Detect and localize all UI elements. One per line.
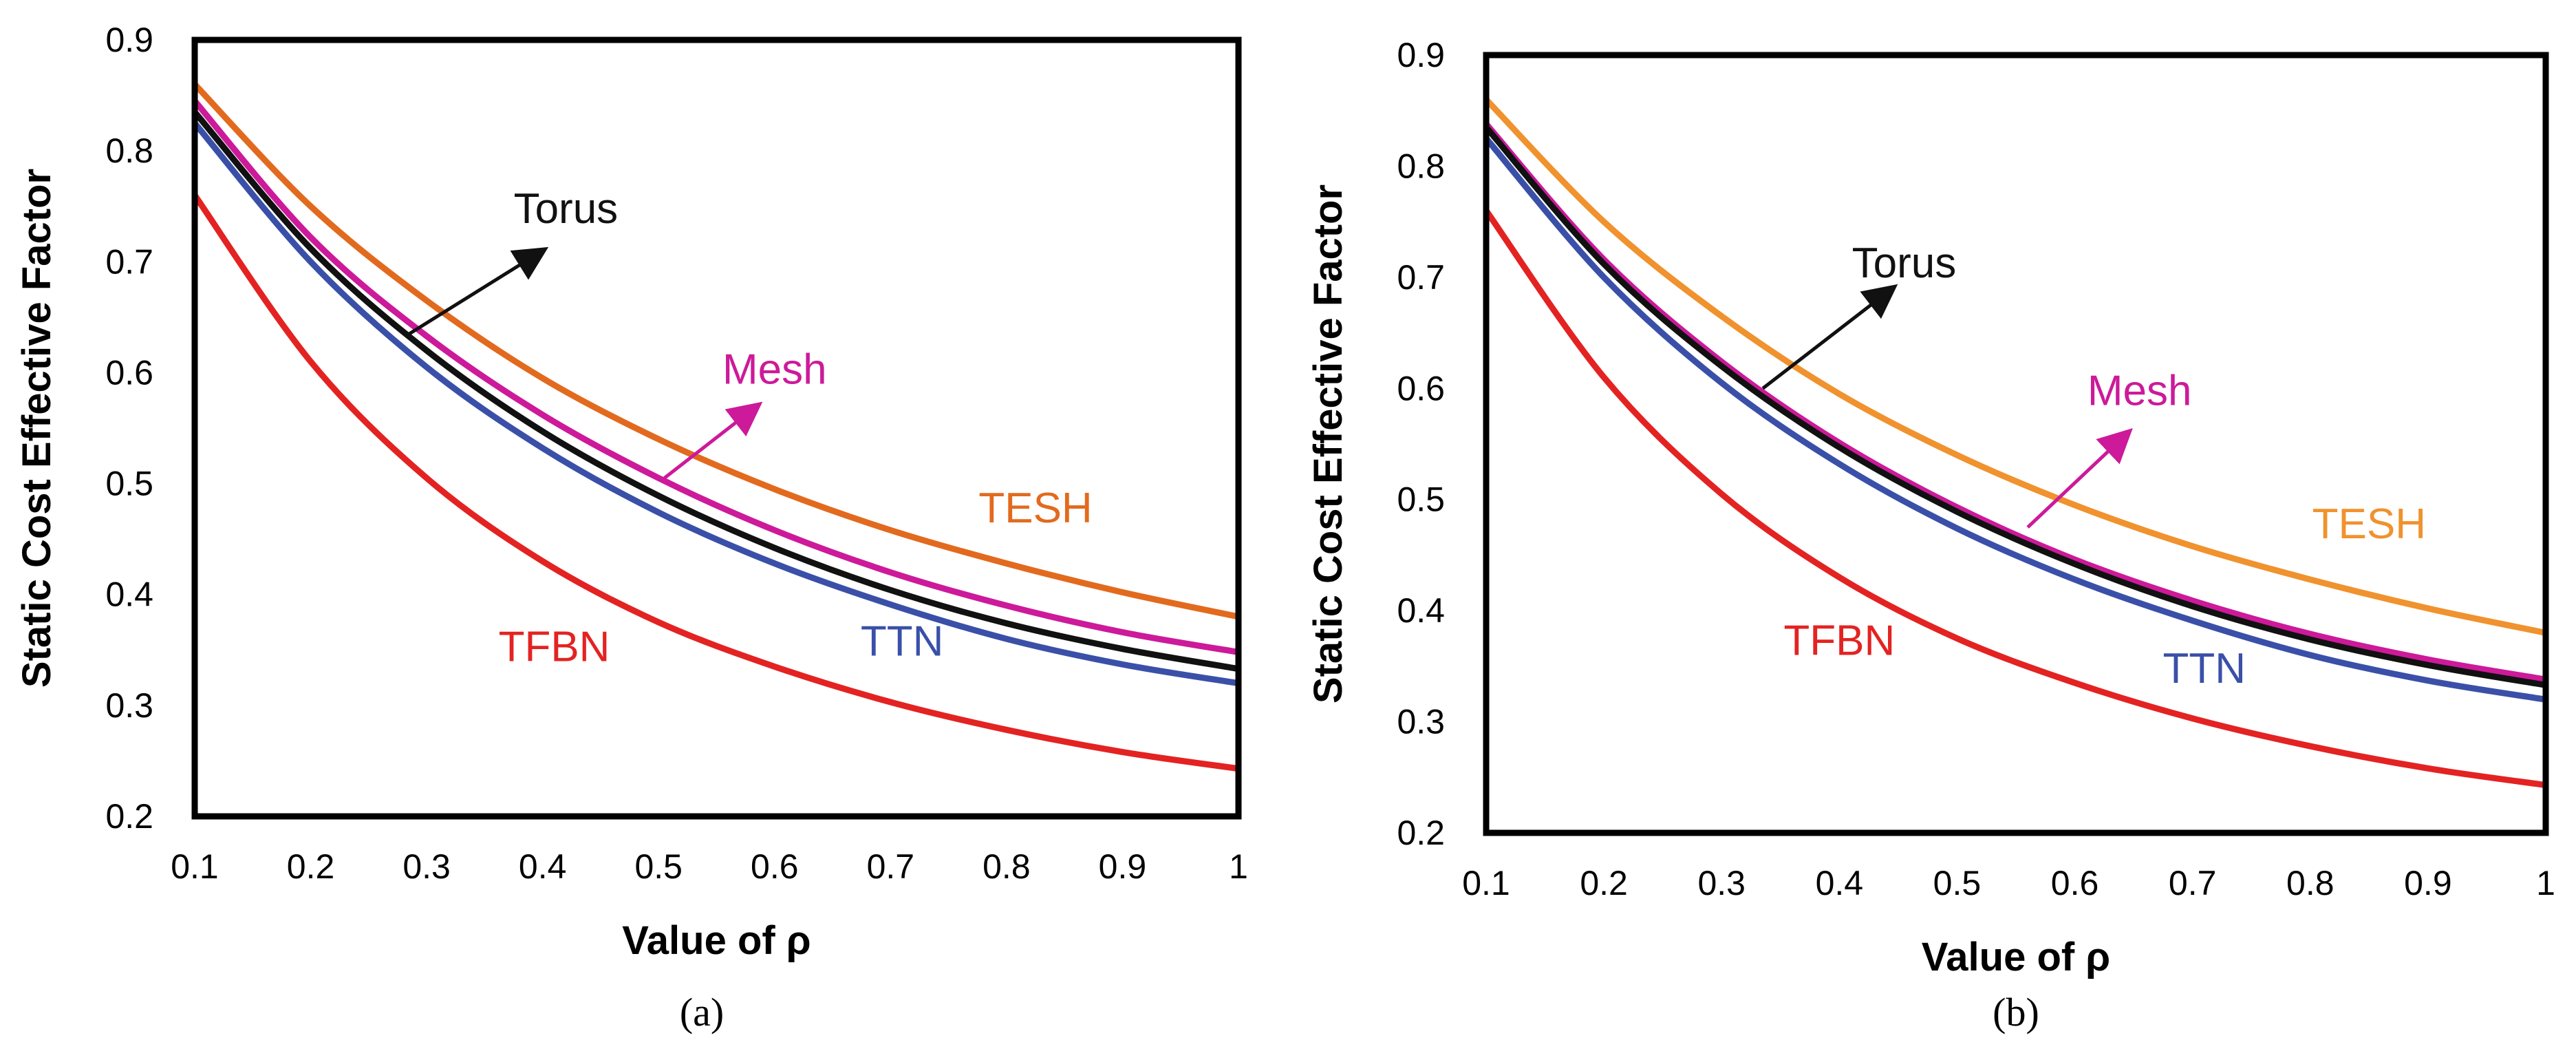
y-tick-label: 0.9: [105, 21, 153, 59]
y-tick-label: 0.2: [105, 797, 153, 836]
x-tick-label: 1: [2536, 864, 2555, 902]
x-tick-label: 0.5: [634, 847, 683, 886]
annotation-ttn: TTN: [861, 617, 944, 665]
x-tick-label: 0.2: [287, 847, 335, 886]
annotation-tesh: TESH: [2312, 500, 2426, 548]
annotation-ttn: TTN: [2163, 645, 2246, 692]
x-tick-label: 0.9: [1099, 847, 1147, 886]
annotation-mesh: Mesh: [722, 346, 827, 394]
y-tick-label: 0.8: [1397, 147, 1445, 185]
y-tick-label: 0.7: [1397, 258, 1445, 297]
y-tick-label: 0.5: [1397, 480, 1445, 519]
x-tick-label: 0.3: [402, 847, 451, 886]
y-tick-label: 0.4: [105, 575, 153, 614]
x-tick-label: 0.4: [1816, 864, 1864, 902]
x-tick-label: 0.7: [867, 847, 915, 886]
series-line-tfbn-b: [1483, 209, 2546, 789]
y-tick-label: 0.6: [105, 353, 153, 392]
annotation-arrow-mesh: [2026, 427, 2133, 529]
x-tick-label: 0.9: [2404, 864, 2452, 902]
series-line-ttn-a: [192, 120, 1239, 687]
annotation-torus: Torus: [514, 185, 619, 233]
series-line-torus-b: [1483, 125, 2546, 688]
x-tick-label: 0.7: [2169, 864, 2217, 902]
y-axis-title: Static Cost Effective Factor: [1306, 184, 1351, 703]
x-axis-title: Value of ρ: [622, 918, 811, 963]
plot-area-frame: [191, 36, 1242, 820]
series-line-ttn-b: [1483, 136, 2546, 703]
annotation-mesh: Mesh: [2087, 368, 2192, 415]
plot-area-frame: [1483, 52, 2549, 836]
series-line-tfbn-a: [192, 193, 1239, 772]
y-tick-label: 0.2: [1397, 814, 1445, 852]
annotation-arrow-mesh: [663, 401, 763, 480]
y-tick-label: 0.7: [105, 242, 153, 281]
x-tick-label: 0.4: [519, 847, 567, 886]
annotation-tesh: TESH: [978, 485, 1092, 532]
annotation-tfbn: TFBN: [499, 623, 610, 670]
y-tick-label: 0.8: [105, 131, 153, 170]
series-line-mesh-a: [192, 98, 1239, 655]
x-tick-label: 0.8: [983, 847, 1031, 886]
y-axis-title: Static Cost Effective Factor: [14, 169, 59, 688]
x-tick-label: 0.5: [1933, 864, 1982, 902]
x-tick-label: 0.1: [1462, 864, 1510, 902]
x-tick-label: 1: [1229, 847, 1248, 886]
x-tick-label: 0.2: [1580, 864, 1628, 902]
x-tick-label: 0.6: [751, 847, 799, 886]
x-tick-label: 0.1: [171, 847, 219, 886]
x-tick-label: 0.3: [1697, 864, 1746, 902]
x-tick-label: 0.8: [2286, 864, 2334, 902]
y-tick-label: 0.3: [105, 686, 153, 725]
series-line-torus-a: [192, 109, 1239, 672]
series-line-tesh-a: [192, 82, 1239, 620]
y-tick-label: 0.9: [1397, 36, 1445, 74]
x-axis-title: Value of ρ: [1922, 935, 2110, 979]
y-tick-label: 0.6: [1397, 369, 1445, 407]
series-line-tesh-b: [1483, 97, 2546, 636]
figure-caption: (b): [1993, 990, 2039, 1035]
annotation-torus: Torus: [1852, 240, 1957, 287]
y-tick-label: 0.4: [1397, 591, 1445, 630]
annotation-tfbn: TFBN: [1783, 617, 1895, 665]
annotation-arrow-torus: [1761, 284, 1898, 390]
annotation-arrow-torus: [408, 246, 549, 336]
figure-caption: (a): [680, 990, 724, 1035]
series-line-mesh-b: [1483, 122, 2546, 683]
x-tick-label: 0.6: [2051, 864, 2099, 902]
y-tick-label: 0.5: [105, 465, 153, 503]
y-tick-label: 0.3: [1397, 703, 1445, 741]
